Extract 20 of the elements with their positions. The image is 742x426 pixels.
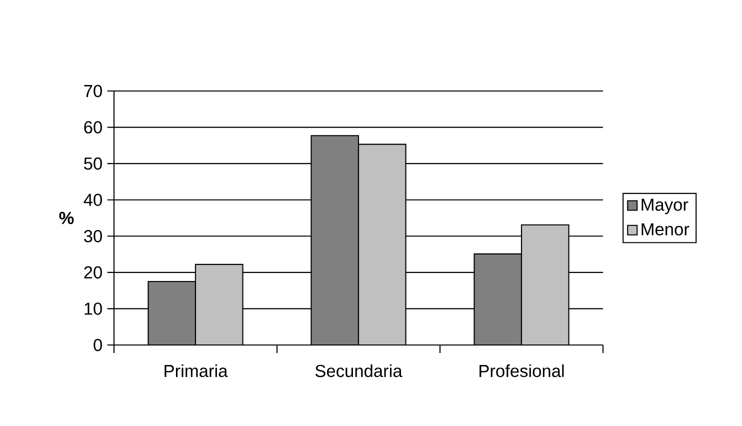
y-tick-label: 0 bbox=[94, 338, 102, 352]
y-tick-label: 10 bbox=[84, 302, 102, 315]
y-tick-label: 20 bbox=[84, 266, 102, 279]
x-tick-label: Secundaria bbox=[315, 364, 402, 378]
y-tick-label: 60 bbox=[84, 121, 102, 134]
bar bbox=[194, 264, 244, 345]
bar bbox=[358, 144, 406, 345]
y-tick-label: 30 bbox=[84, 230, 102, 242]
x-tick-label: Profesional bbox=[480, 364, 564, 378]
legend-label: Mayor bbox=[642, 198, 688, 214]
bar bbox=[148, 280, 196, 345]
bar bbox=[310, 135, 360, 345]
bar bbox=[520, 224, 570, 345]
bar bbox=[474, 253, 522, 345]
x-tick-label: Primaria bbox=[164, 364, 228, 378]
y-tick-label: 40 bbox=[84, 194, 102, 206]
y-axis-title: % bbox=[59, 212, 74, 224]
y-tick-label: 70 bbox=[84, 84, 102, 98]
legend-label: Menor bbox=[642, 223, 690, 236]
y-tick-label: 50 bbox=[84, 157, 102, 170]
